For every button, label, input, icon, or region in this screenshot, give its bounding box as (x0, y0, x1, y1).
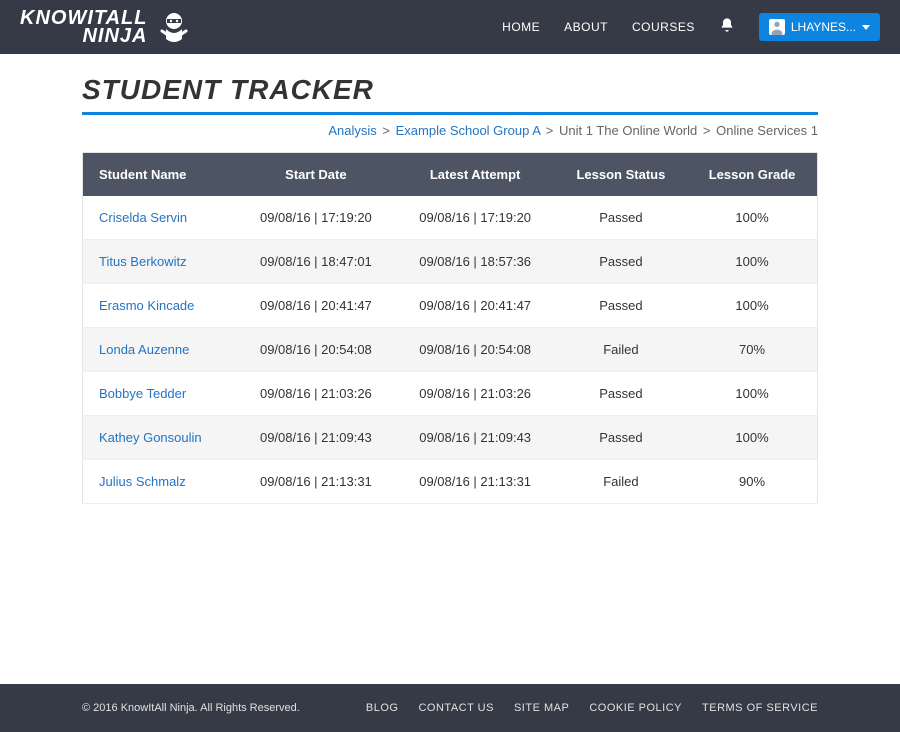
student-link[interactable]: Criselda Servin (99, 210, 187, 225)
student-link[interactable]: Kathey Gonsoulin (99, 430, 202, 445)
cell-grade: 90% (687, 460, 817, 504)
table-row: Titus Berkowitz 09/08/16 | 18:47:0109/08/… (83, 240, 818, 284)
breadcrumb-analysis[interactable]: Analysis (328, 123, 376, 138)
nav-about[interactable]: ABOUT (564, 20, 608, 34)
cell-latest: 09/08/16 | 20:41:47 (396, 284, 555, 328)
main-content: STUDENT TRACKER Analysis > Example Schoo… (0, 54, 900, 564)
cell-latest: 09/08/16 | 21:09:43 (396, 416, 555, 460)
cell-student-name: Titus Berkowitz (83, 240, 237, 284)
table-row: Kathey Gonsoulin 09/08/16 | 21:09:4309/08… (83, 416, 818, 460)
chevron-down-icon (862, 25, 870, 30)
cell-status: Failed (555, 328, 687, 372)
cell-start: 09/08/16 | 21:09:43 (236, 416, 395, 460)
table-row: Criselda Servin 09/08/16 | 17:19:2009/08/… (83, 196, 818, 240)
cell-grade: 100% (687, 196, 817, 240)
user-menu-button[interactable]: LHAYNES... (759, 13, 880, 41)
breadcrumb-unit: Unit 1 The Online World (559, 123, 697, 138)
col-student-name: Student Name (83, 153, 237, 197)
col-lesson-grade: Lesson Grade (687, 153, 817, 197)
cell-latest: 09/08/16 | 20:54:08 (396, 328, 555, 372)
col-lesson-status: Lesson Status (555, 153, 687, 197)
student-link[interactable]: Titus Berkowitz (99, 254, 187, 269)
student-link[interactable]: Julius Schmalz (99, 474, 186, 489)
cell-start: 09/08/16 | 17:19:20 (236, 196, 395, 240)
page-title: STUDENT TRACKER (82, 74, 818, 106)
cell-start: 09/08/16 | 21:03:26 (236, 372, 395, 416)
breadcrumb-lesson: Online Services 1 (716, 123, 818, 138)
cell-status: Passed (555, 372, 687, 416)
cell-latest: 09/08/16 | 21:03:26 (396, 372, 555, 416)
cell-latest: 09/08/16 | 21:13:31 (396, 460, 555, 504)
nav-home[interactable]: HOME (502, 20, 540, 34)
col-start-date: Start Date (236, 153, 395, 197)
col-latest-attempt: Latest Attempt (396, 153, 555, 197)
table-row: Londa Auzenne 09/08/16 | 20:54:0809/08/16… (83, 328, 818, 372)
student-link[interactable]: Bobbye Tedder (99, 386, 186, 401)
table-header-row: Student Name Start Date Latest Attempt L… (83, 153, 818, 197)
breadcrumb-sep: > (703, 123, 711, 138)
table-row: Bobbye Tedder 09/08/16 | 21:03:2609/08/16… (83, 372, 818, 416)
cell-latest: 09/08/16 | 17:19:20 (396, 196, 555, 240)
cell-start: 09/08/16 | 21:13:31 (236, 460, 395, 504)
notifications-icon[interactable] (719, 17, 735, 38)
footer-bar: © 2016 KnowItAll Ninja. All Rights Reser… (0, 684, 900, 732)
cell-status: Failed (555, 460, 687, 504)
cell-student-name: Londa Auzenne (83, 328, 237, 372)
ninja-icon (154, 7, 194, 47)
cell-student-name: Julius Schmalz (83, 460, 237, 504)
avatar-icon (769, 19, 785, 35)
footer-sitemap[interactable]: SITE MAP (514, 702, 569, 714)
cell-grade: 100% (687, 372, 817, 416)
cell-grade: 100% (687, 284, 817, 328)
breadcrumb-sep: > (382, 123, 390, 138)
cell-start: 09/08/16 | 20:54:08 (236, 328, 395, 372)
footer-cookie[interactable]: COOKIE POLICY (589, 702, 682, 714)
table-row: Julius Schmalz 09/08/16 | 21:13:3109/08/1… (83, 460, 818, 504)
footer-links: BLOG CONTACT US SITE MAP COOKIE POLICY T… (366, 702, 818, 714)
header-bar: KNOWITALL NINJA HOME ABOUT COURSES LHAYN… (0, 0, 900, 54)
title-underline (82, 112, 818, 115)
cell-grade: 70% (687, 328, 817, 372)
user-menu-label: LHAYNES... (791, 20, 856, 34)
cell-status: Passed (555, 240, 687, 284)
student-link[interactable]: Londa Auzenne (99, 342, 189, 357)
cell-student-name: Bobbye Tedder (83, 372, 237, 416)
cell-grade: 100% (687, 240, 817, 284)
breadcrumb: Analysis > Example School Group A > Unit… (82, 123, 818, 138)
breadcrumb-group[interactable]: Example School Group A (396, 123, 541, 138)
cell-start: 09/08/16 | 20:41:47 (236, 284, 395, 328)
footer-terms[interactable]: TERMS OF SERVICE (702, 702, 818, 714)
brand-text: KNOWITALL NINJA (20, 9, 148, 45)
footer-copyright: © 2016 KnowItAll Ninja. All Rights Reser… (82, 702, 300, 714)
breadcrumb-sep: > (546, 123, 554, 138)
student-link[interactable]: Erasmo Kincade (99, 298, 194, 313)
cell-start: 09/08/16 | 18:47:01 (236, 240, 395, 284)
footer-blog[interactable]: BLOG (366, 702, 399, 714)
nav-courses[interactable]: COURSES (632, 20, 695, 34)
footer-contact[interactable]: CONTACT US (418, 702, 494, 714)
main-nav: HOME ABOUT COURSES LHAYNES... (502, 13, 880, 41)
cell-grade: 100% (687, 416, 817, 460)
cell-status: Passed (555, 284, 687, 328)
brand-line2: NINJA (20, 27, 148, 45)
table-row: Erasmo Kincade 09/08/16 | 20:41:4709/08/1… (83, 284, 818, 328)
cell-student-name: Kathey Gonsoulin (83, 416, 237, 460)
cell-status: Passed (555, 196, 687, 240)
cell-student-name: Erasmo Kincade (83, 284, 237, 328)
cell-latest: 09/08/16 | 18:57:36 (396, 240, 555, 284)
brand-logo[interactable]: KNOWITALL NINJA (20, 7, 194, 47)
cell-student-name: Criselda Servin (83, 196, 237, 240)
student-table: Student Name Start Date Latest Attempt L… (82, 152, 818, 504)
cell-status: Passed (555, 416, 687, 460)
